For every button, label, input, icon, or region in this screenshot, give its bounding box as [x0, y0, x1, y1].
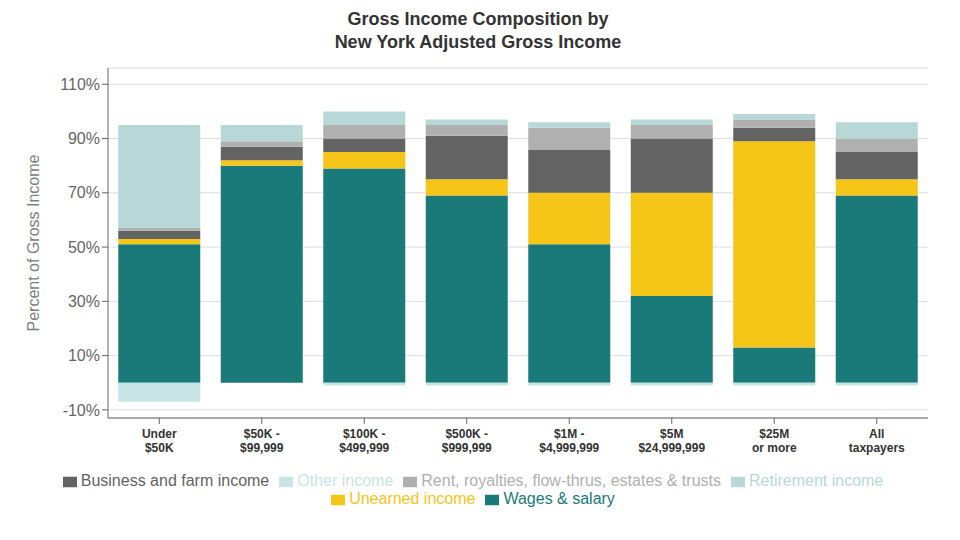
svg-text:$50K -$99,999: $50K -$99,999 — [240, 427, 284, 455]
svg-text:Alltaxpayers: Alltaxpayers — [849, 427, 905, 455]
svg-text:10%: 10% — [68, 347, 100, 364]
svg-text:$1M -$4,999,999: $1M -$4,999,999 — [539, 427, 599, 455]
svg-text:$25Mor more: $25Mor more — [752, 427, 797, 455]
html-text:Gross Income Composition by: Gross Income Composition by — [347, 9, 609, 29]
svg-text:$100K -$499,999: $100K -$499,999 — [339, 427, 389, 455]
svg-text:70%: 70% — [68, 184, 100, 201]
html-text:Retirement income: Retirement income — [749, 472, 884, 489]
svg-text:Percent of Gross Income: Percent of Gross Income — [25, 154, 42, 331]
html-text:Rent, royalties, flow-thrus, e: Rent, royalties, flow-thrus, estates & t… — [421, 472, 721, 489]
html-text:Wages & salary: Wages & salary — [503, 490, 615, 507]
html-text:Other income: Other income — [297, 472, 394, 489]
svg-text:110%: 110% — [60, 76, 100, 93]
svg-text:$500K -$999,999: $500K -$999,999 — [442, 427, 492, 455]
html-text:Business and farm income: Business and farm income — [80, 472, 270, 489]
svg-text:30%: 30% — [68, 293, 100, 310]
svg-text:90%: 90% — [68, 130, 100, 147]
svg-text:50%: 50% — [68, 239, 100, 256]
svg-text:Under$50K: Under$50K — [142, 427, 177, 455]
html-text:New York Adjusted Gross Income: New York Adjusted Gross Income — [334, 32, 622, 52]
html-text:Unearned income: Unearned income — [349, 490, 476, 507]
svg-text:$5M$24,999,999: $5M$24,999,999 — [638, 427, 705, 455]
svg-text:-10%: -10% — [63, 402, 100, 419]
